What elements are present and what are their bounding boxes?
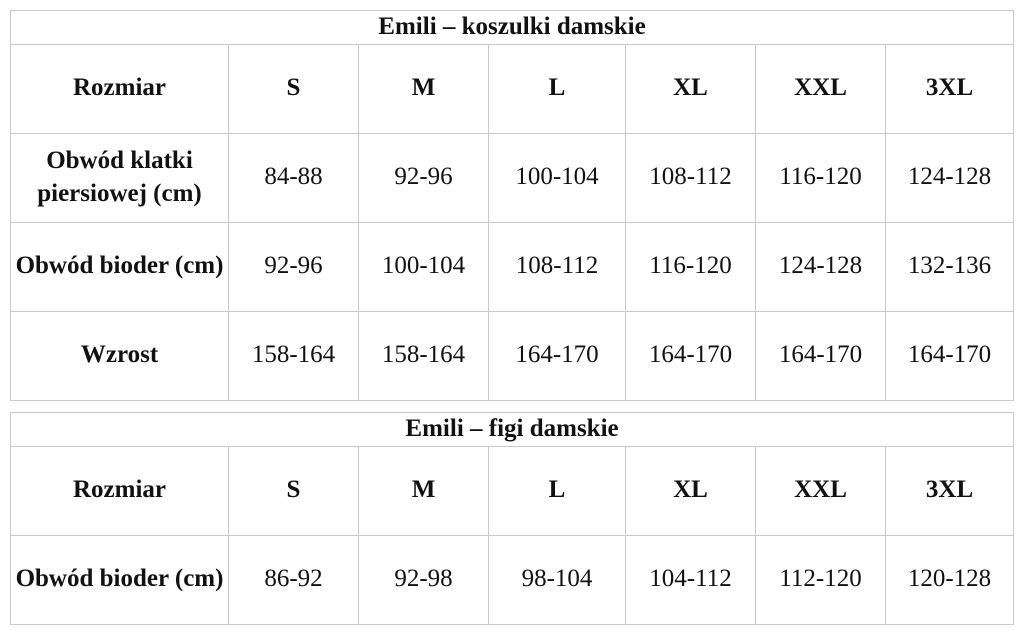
size-table: Emili – figi damskie Rozmiar S M L XL XXL 3XL Ob… bbox=[9, 412, 1015, 625]
size-value: 108-112 bbox=[488, 221, 626, 312]
size-value: 98-104 bbox=[488, 534, 626, 625]
row-label: Obwód bioder (cm) bbox=[10, 534, 229, 625]
row-label: Obwód klatki piersiowej (cm) bbox=[10, 132, 229, 223]
size-value: 164-170 bbox=[488, 310, 626, 401]
size-value: 100-104 bbox=[358, 221, 489, 312]
size-value: 86-92 bbox=[228, 534, 359, 625]
header-cell: 3XL bbox=[884, 445, 1015, 536]
table-row: Obwód klatki piersiowej (cm) 84-88 92-96 10… bbox=[10, 132, 1015, 223]
header-cell: M bbox=[358, 445, 489, 536]
size-value: 116-120 bbox=[755, 132, 886, 223]
size-value: 158-164 bbox=[228, 310, 359, 401]
size-value: 112-120 bbox=[755, 534, 886, 625]
size-value: 124-128 bbox=[755, 221, 886, 312]
header-cell: Rozmiar bbox=[10, 43, 229, 134]
header-cell: M bbox=[358, 43, 489, 134]
size-value: 158-164 bbox=[358, 310, 489, 401]
size-value: 116-120 bbox=[625, 221, 756, 312]
header-cell: XXL bbox=[755, 43, 886, 134]
header-cell: S bbox=[228, 43, 359, 134]
row-label: Obwód bioder (cm) bbox=[10, 221, 229, 312]
header-cell: L bbox=[488, 43, 626, 134]
size-value: 132-136 bbox=[884, 221, 1015, 312]
table-row: Obwód bioder (cm) 86-92 92-98 98-104 104-112… bbox=[10, 534, 1015, 625]
size-value: 92-98 bbox=[358, 534, 489, 625]
size-value: 120-128 bbox=[884, 534, 1015, 625]
header-cell: XXL bbox=[755, 445, 886, 536]
table-row: Wzrost 158-164 158-164 164-170 164-170 164-17… bbox=[10, 310, 1015, 401]
header-cell: L bbox=[488, 445, 626, 536]
row-label: Wzrost bbox=[10, 310, 229, 401]
size-value: 92-96 bbox=[228, 221, 359, 312]
size-value: 84-88 bbox=[228, 132, 359, 223]
size-value: 104-112 bbox=[625, 534, 756, 625]
size-table: Emili – koszulki damskie Rozmiar S M L XL XXL 3… bbox=[9, 10, 1015, 401]
size-value: 164-170 bbox=[884, 310, 1015, 401]
header-cell: 3XL bbox=[884, 43, 1015, 134]
size-value: 164-170 bbox=[755, 310, 886, 401]
size-value: 100-104 bbox=[488, 132, 626, 223]
table-title: Emili – koszulki damskie bbox=[9, 10, 1015, 45]
header-cell: Rozmiar bbox=[10, 445, 229, 536]
table-row: Obwód bioder (cm) 92-96 100-104 108-112 116-… bbox=[10, 221, 1015, 312]
table-title: Emili – figi damskie bbox=[9, 412, 1015, 447]
size-value: 164-170 bbox=[625, 310, 756, 401]
header-cell: XL bbox=[625, 43, 756, 134]
size-value: 124-128 bbox=[884, 132, 1015, 223]
size-value: 108-112 bbox=[625, 132, 756, 223]
header-cell: XL bbox=[625, 445, 756, 536]
size-value: 92-96 bbox=[358, 132, 489, 223]
header-cell: S bbox=[228, 445, 359, 536]
